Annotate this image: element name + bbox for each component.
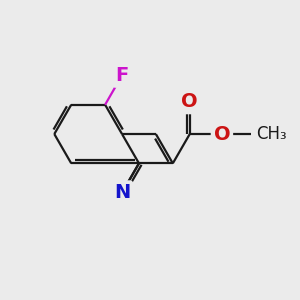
Text: F: F (116, 66, 129, 85)
Text: O: O (214, 124, 230, 143)
Text: O: O (182, 92, 198, 111)
Text: N: N (114, 183, 130, 202)
Text: CH₃: CH₃ (256, 125, 286, 143)
